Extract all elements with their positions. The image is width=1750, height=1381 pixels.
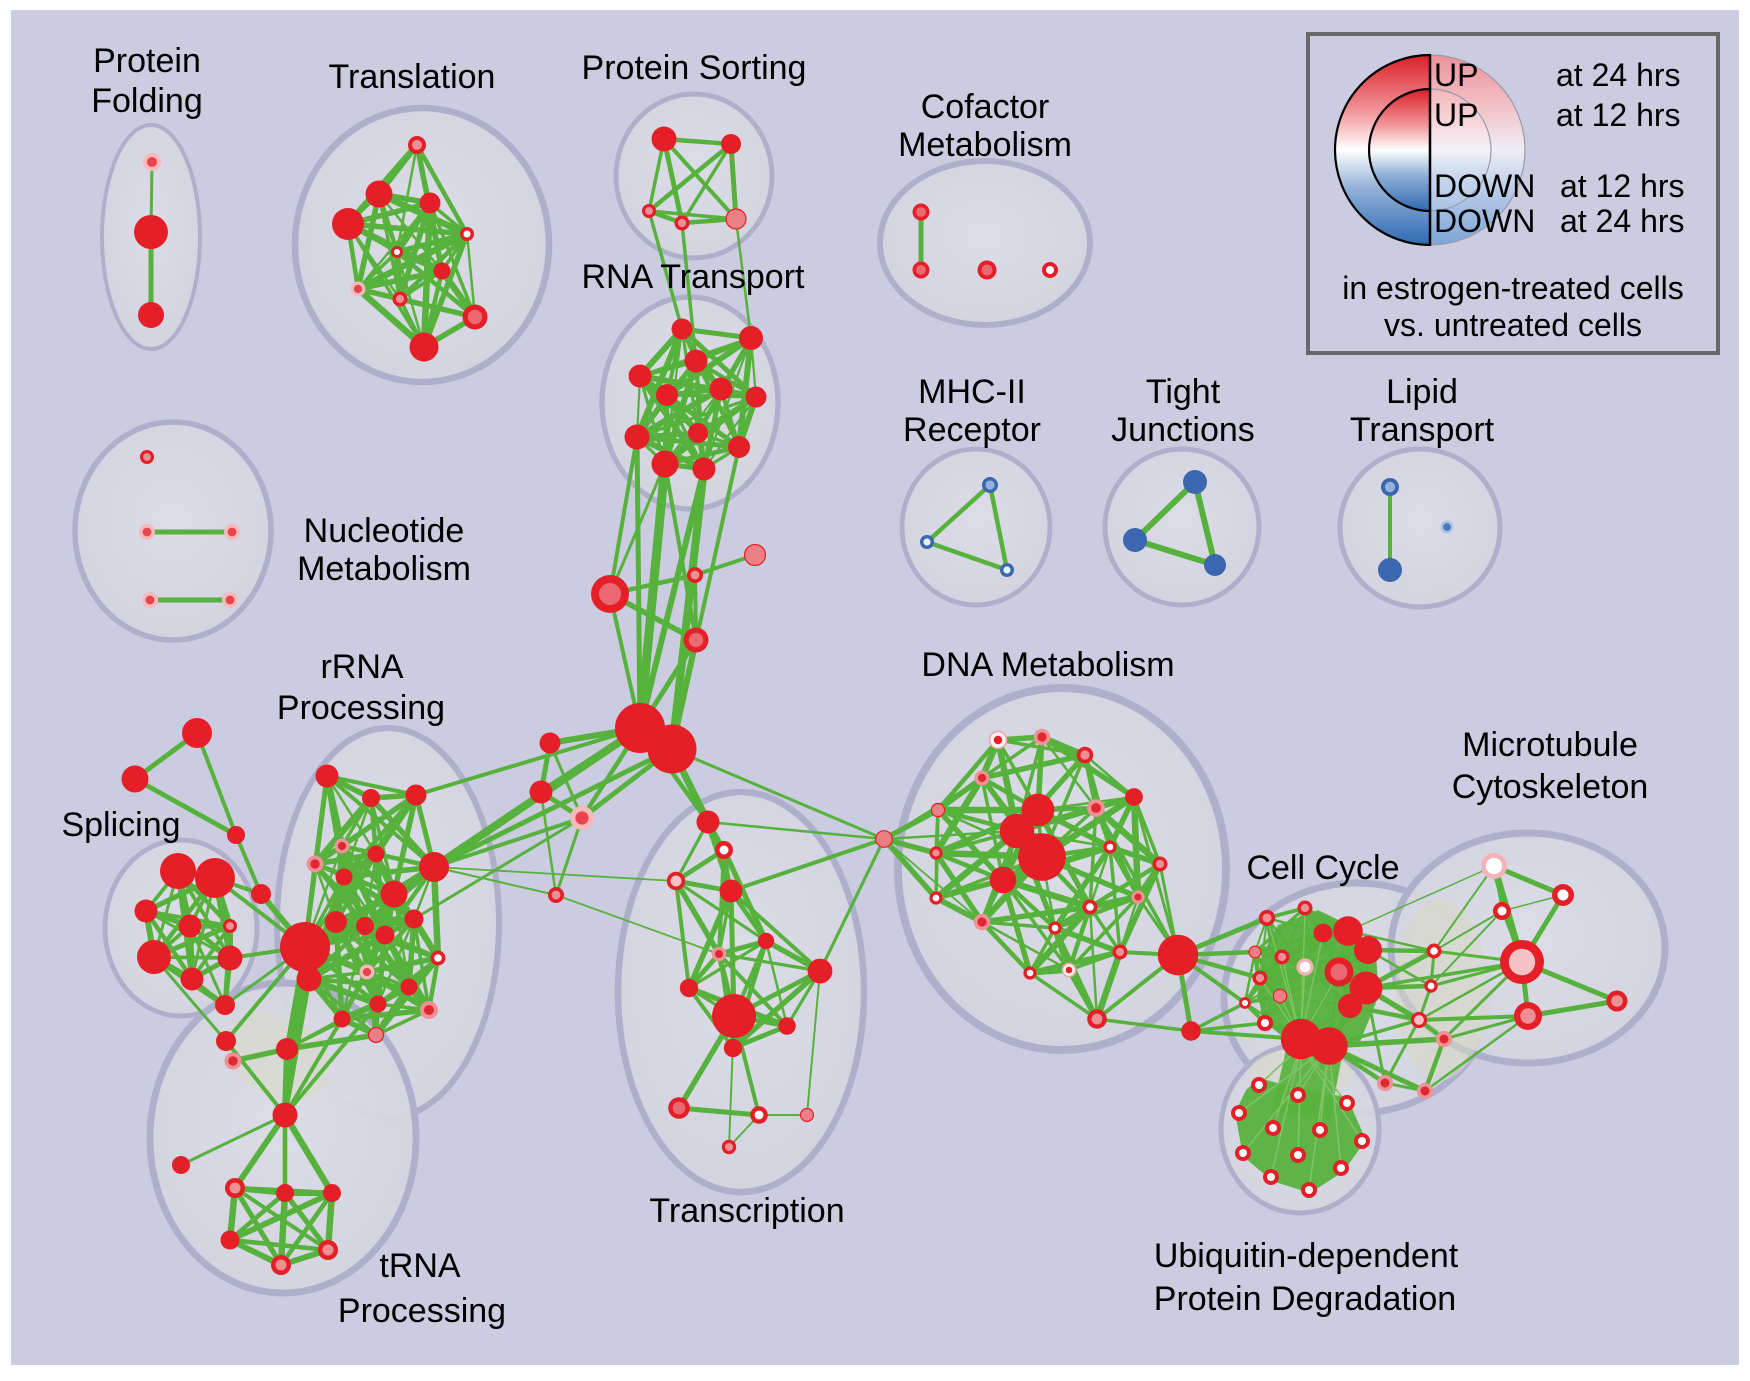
svg-text:Splicing: Splicing [61,806,180,844]
svg-text:Metabolism: Metabolism [297,550,471,588]
svg-text:vs. untreated cells: vs. untreated cells [1384,307,1642,343]
svg-text:Protein: Protein [93,42,201,80]
svg-text:Protein Sorting: Protein Sorting [582,49,807,87]
svg-text:RNA Transport: RNA Transport [582,258,806,296]
svg-text:Nucleotide: Nucleotide [304,512,465,550]
svg-text:Translation: Translation [329,58,496,96]
svg-text:Transcription: Transcription [649,1192,844,1230]
svg-text:Microtubule: Microtubule [1462,726,1638,764]
svg-text:at 12 hrs: at 12 hrs [1560,168,1685,204]
svg-text:Receptor: Receptor [903,411,1041,449]
svg-text:Metabolism: Metabolism [898,126,1072,164]
svg-text:Transport: Transport [1350,411,1495,449]
svg-text:MHC-II: MHC-II [918,373,1026,411]
svg-text:Cytoskeleton: Cytoskeleton [1452,768,1649,806]
svg-text:at 24 hrs: at 24 hrs [1560,203,1685,239]
svg-text:Processing: Processing [338,1292,506,1330]
svg-text:rRNA: rRNA [320,648,403,686]
svg-text:UP: UP [1434,57,1478,93]
svg-text:Cofactor: Cofactor [921,88,1050,126]
svg-text:DOWN: DOWN [1434,203,1535,239]
svg-text:Processing: Processing [277,689,445,727]
svg-text:Junctions: Junctions [1111,411,1255,449]
svg-text:Folding: Folding [91,82,203,120]
svg-text:DOWN: DOWN [1434,168,1535,204]
svg-text:Lipid: Lipid [1386,373,1458,411]
svg-text:in estrogen-treated cells: in estrogen-treated cells [1342,270,1684,306]
svg-text:Protein Degradation: Protein Degradation [1154,1280,1456,1318]
svg-text:UP: UP [1434,97,1478,133]
svg-text:Tight: Tight [1146,373,1221,411]
svg-text:at 12 hrs: at 12 hrs [1556,97,1681,133]
svg-text:Ubiquitin-dependent: Ubiquitin-dependent [1154,1237,1459,1275]
svg-text:tRNA: tRNA [379,1247,461,1285]
svg-text:Cell Cycle: Cell Cycle [1246,849,1399,887]
svg-text:at 24 hrs: at 24 hrs [1556,57,1681,93]
svg-text:DNA Metabolism: DNA Metabolism [921,646,1174,684]
